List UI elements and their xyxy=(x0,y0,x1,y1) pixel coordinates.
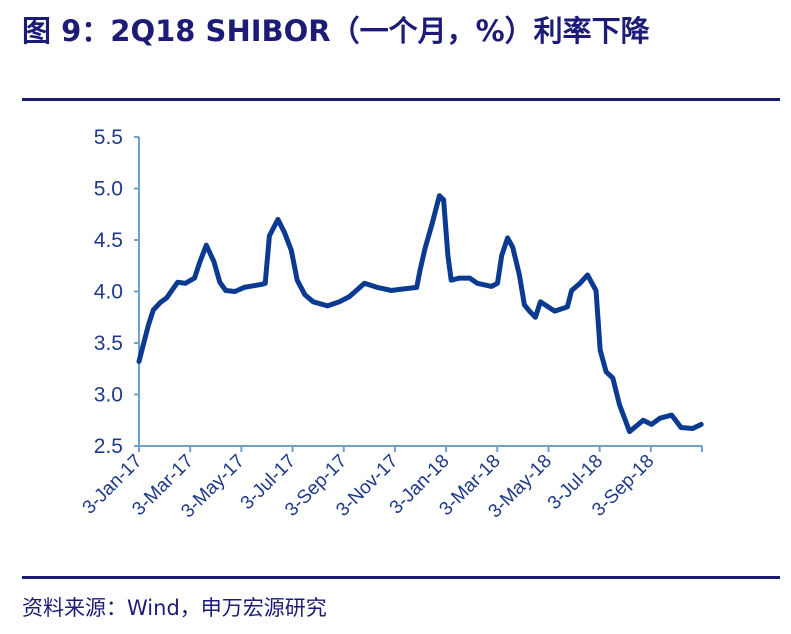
y-tick-label: 3.5 xyxy=(94,332,123,355)
top-divider xyxy=(22,98,780,101)
chart-title: 图 9：2Q18 SHIBOR（一个月，%）利率下降 xyxy=(22,14,650,48)
series-line-shibor xyxy=(136,193,704,435)
y-tick-label: 2.5 xyxy=(94,435,123,458)
y-tick-label: 5.0 xyxy=(94,178,123,201)
y-tick-label: 4.5 xyxy=(94,229,123,252)
x-axis: 3-Jan-173-Mar-173-May-173-Jul-173-Sep-17… xyxy=(79,445,703,522)
y-tick-label: 3.0 xyxy=(94,384,123,407)
bottom-divider xyxy=(22,576,780,579)
y-tick-label: 4.0 xyxy=(94,281,123,304)
y-axis: 5.5 5.0 4.5 4.0 3.5 3.0 2.5 xyxy=(94,126,140,458)
y-tick-label: 5.5 xyxy=(94,126,123,149)
source-note: 资料来源：Wind，申万宏源研究 xyxy=(22,596,327,620)
